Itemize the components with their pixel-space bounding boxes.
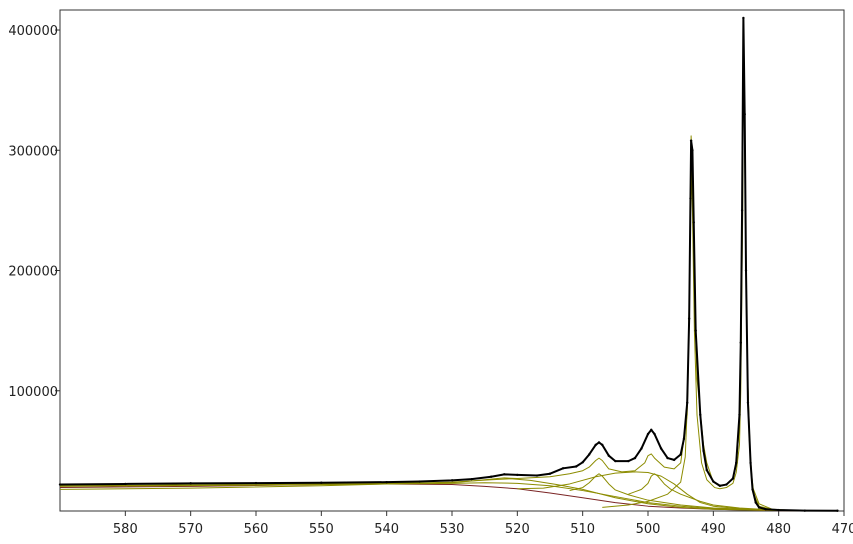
- fit-component-line: [59, 482, 838, 512]
- measured-point: [746, 401, 750, 404]
- measured-point: [58, 483, 62, 486]
- measured-point: [581, 461, 584, 464]
- measured-point: [740, 209, 744, 212]
- measured-point: [777, 508, 780, 512]
- series-layer: [58, 16, 839, 512]
- measured-point: [561, 467, 565, 470]
- measured-point: [731, 477, 735, 480]
- measured-point: [694, 329, 697, 332]
- measured-point: [650, 428, 653, 432]
- y-axis: 100000 200000 300000 400000: [8, 24, 60, 400]
- measured-point: [418, 480, 421, 483]
- measured-point: [646, 432, 650, 436]
- measured-point: [705, 468, 708, 472]
- plot-frame: [59, 9, 845, 512]
- y-tick-label: 400000: [8, 24, 58, 39]
- measured-point: [124, 482, 127, 486]
- measured-point: [735, 461, 738, 465]
- x-tick-label: 550: [309, 522, 334, 537]
- measured-point: [725, 483, 728, 486]
- measured-point: [503, 473, 506, 476]
- measured-point: [718, 484, 722, 487]
- measured-point: [679, 453, 682, 456]
- measured-point: [692, 221, 695, 224]
- measured-point: [682, 437, 686, 441]
- measured-point: [633, 456, 637, 460]
- measured-point: [764, 508, 767, 511]
- measured-point: [751, 488, 754, 491]
- measured-point: [836, 509, 839, 512]
- x-tick-label: 480: [766, 522, 791, 537]
- x-axis: 580 570 560 550 540 530 520 510 500 490 480 470: [113, 511, 853, 537]
- measured-point: [712, 480, 715, 483]
- measured-point: [659, 447, 663, 450]
- measured-point: [803, 509, 806, 512]
- y-tick-label: 200000: [8, 265, 58, 280]
- measured-point: [689, 197, 692, 200]
- measured-point: [601, 443, 604, 447]
- measured-point: [189, 482, 192, 485]
- measured-point: [588, 453, 591, 456]
- measured-point: [535, 474, 539, 477]
- measured-point: [594, 443, 597, 447]
- measured-point: [320, 481, 323, 484]
- measured-point: [757, 506, 761, 509]
- measured-point: [614, 459, 617, 463]
- x-tick-label: 510: [570, 522, 595, 537]
- fit-component-line: [628, 473, 838, 512]
- measured-point: [516, 473, 519, 477]
- x-tick-label: 520: [505, 522, 530, 537]
- measured-point: [691, 149, 694, 152]
- measured-point: [490, 475, 493, 478]
- y-tick-label: 300000: [8, 144, 58, 159]
- x-tick-label: 580: [113, 522, 138, 537]
- measured-point: [738, 413, 741, 416]
- measured-point: [686, 401, 689, 404]
- measured-point: [689, 139, 693, 142]
- measured-line: [59, 17, 838, 512]
- measured-point: [744, 269, 748, 272]
- measured-point: [702, 449, 705, 453]
- measured-point: [574, 465, 578, 468]
- x-tick-label: 500: [636, 522, 661, 537]
- measured-point: [450, 479, 454, 482]
- measured-point: [597, 441, 601, 444]
- measured-point: [672, 458, 676, 462]
- measured-point: [743, 113, 746, 116]
- y-tick-label: 100000: [8, 385, 58, 400]
- measured-point: [742, 16, 745, 20]
- measured-point: [739, 341, 742, 344]
- measured-point: [699, 413, 702, 416]
- measured-point: [687, 317, 691, 320]
- measured-point: [627, 459, 630, 463]
- x-tick-label: 540: [374, 522, 399, 537]
- x-tick-label: 560: [244, 522, 269, 537]
- x-tick-label: 490: [701, 522, 726, 537]
- fit-component-line: [569, 473, 838, 512]
- x-tick-label: 570: [178, 522, 203, 537]
- measured-point: [749, 461, 752, 465]
- measured-point: [666, 456, 669, 460]
- measured-point: [254, 481, 258, 485]
- x-tick-label: 530: [440, 522, 465, 537]
- measured-point: [470, 477, 473, 481]
- measured-point: [653, 432, 656, 436]
- measured-point: [548, 472, 552, 475]
- measured-point: [385, 480, 388, 484]
- measured-point: [640, 447, 643, 450]
- measured-point: [607, 454, 610, 457]
- fit-component-line: [517, 471, 838, 512]
- x-tick-label: 470: [832, 522, 853, 537]
- measured-point: [754, 501, 757, 504]
